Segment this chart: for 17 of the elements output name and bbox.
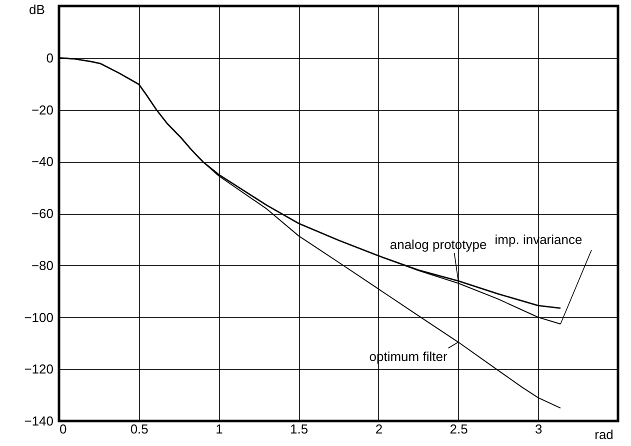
x-tick-label: 0.5 [130,422,148,436]
y-tick-label: −40 [31,154,54,170]
x-tick-label: 3 [535,422,542,436]
y-tick-label: −60 [31,206,54,221]
x-tick-label: 1.5 [290,422,308,436]
x-tick-label: 2 [375,422,383,436]
x-tick-label: 0 [60,422,67,436]
y-tick-label: −80 [31,258,54,273]
y-tick-label: 0 [46,50,54,66]
y-tick-label: −120 [24,362,54,377]
x-axis-title: rad [594,427,614,442]
x-tick-label: 2.5 [450,422,468,436]
x-tick-label: 1 [216,422,223,436]
y-tick-label: −20 [31,102,54,118]
y-tick-label: −140 [24,414,54,428]
y-tick-label: −100 [24,310,54,325]
y-axis-title: dB [29,2,45,17]
